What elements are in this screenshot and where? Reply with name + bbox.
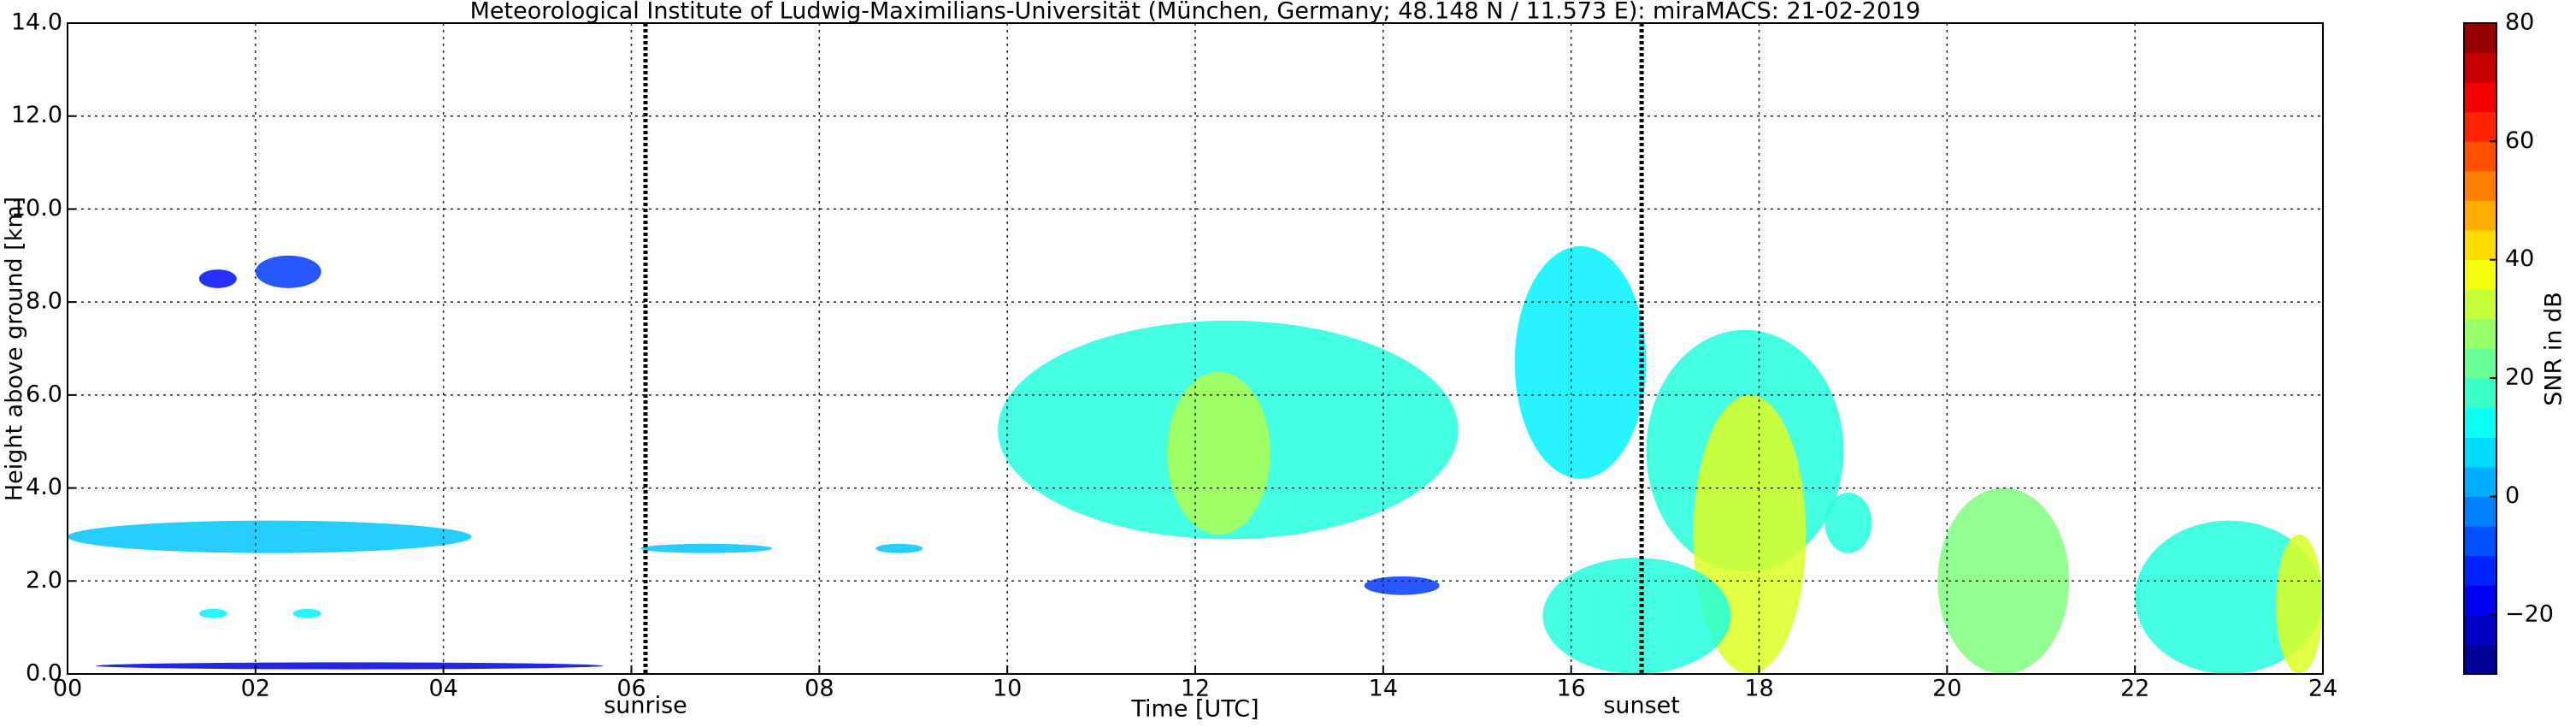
annotation-label: sunset [1603, 693, 1680, 719]
colorbar-segment [2464, 644, 2496, 675]
colorbar-tick-label: 20 [2505, 364, 2534, 391]
annotation-label: sunrise [604, 693, 687, 719]
colorbar-segment [2464, 348, 2496, 379]
chart-title: Meteorological Institute of Ludwig-Maxim… [470, 0, 1921, 25]
colorbar-segment [2464, 526, 2496, 557]
colorbar-segment [2464, 289, 2496, 320]
x-tick-label: 02 [241, 676, 270, 702]
echo [198, 269, 237, 288]
colorbar-segment [2464, 378, 2496, 409]
x-tick-label: 16 [1556, 676, 1585, 702]
y-tick-label: 14.0 [11, 9, 62, 36]
colorbar-label: SNR in dB [2541, 292, 2567, 406]
colorbar-segment [2464, 437, 2496, 468]
x-tick-label: 24 [2308, 676, 2337, 702]
colorbar-segment [2464, 466, 2496, 497]
y-tick-label: 8.0 [26, 288, 62, 315]
colorbar-segment [2464, 407, 2496, 438]
y-tick-label: 6.0 [26, 381, 62, 407]
colorbar-tick-label: 40 [2505, 245, 2534, 272]
colorbar-segment [2464, 496, 2496, 527]
colorbar-segment [2464, 170, 2496, 202]
colorbar-segment [2464, 23, 2496, 54]
echo [2135, 520, 2323, 674]
colorbar-tick-label: 80 [2505, 9, 2534, 36]
colorbar-segment [2464, 555, 2496, 586]
echo [255, 255, 321, 288]
colorbar-segment [2464, 141, 2496, 172]
echo [1364, 576, 1440, 595]
x-tick-label: 08 [805, 676, 834, 702]
echo [292, 608, 321, 618]
x-tick-label: 12 [1181, 676, 1210, 702]
echo [875, 543, 923, 553]
plot-frame [67, 22, 2324, 675]
x-tick-label: 06 [616, 676, 645, 702]
echo [1824, 493, 1872, 553]
echo [1542, 558, 1731, 674]
colorbar-tick-label: −20 [2505, 600, 2554, 627]
colorbar-segment [2464, 614, 2496, 645]
echo [68, 520, 472, 553]
echo [1514, 245, 1647, 479]
x-tick-label: 18 [1744, 676, 1773, 702]
x-axis-label: Time [UTC] [1130, 696, 1259, 723]
x-tick-label: 20 [1932, 676, 1961, 702]
echo [1167, 371, 1270, 535]
echo [95, 662, 604, 670]
colorbar-segment [2464, 82, 2496, 113]
echo [198, 608, 227, 618]
x-tick-label: 14 [1369, 676, 1398, 702]
x-tick-label: 22 [2120, 676, 2149, 702]
colorbar-frame [2463, 22, 2497, 675]
y-tick-label: 2.0 [26, 567, 62, 594]
y-tick-label: 4.0 [26, 474, 62, 500]
y-axis-label: Height above ground [km] [2, 197, 28, 501]
colorbar-segment [2464, 200, 2496, 231]
x-tick-label: 00 [53, 676, 82, 702]
x-tick-label: 10 [993, 676, 1022, 702]
colorbar-segment [2464, 318, 2496, 349]
y-tick-label: 12.0 [11, 102, 62, 128]
colorbar-segment [2464, 52, 2496, 83]
echo [640, 543, 773, 553]
colorbar-tick-label: 0 [2505, 482, 2520, 509]
colorbar-segment [2464, 585, 2496, 616]
colorbar-segment [2464, 259, 2496, 290]
y-tick-label: 0.0 [26, 660, 62, 687]
echo [2276, 534, 2323, 674]
colorbar-tick-label: 60 [2505, 127, 2534, 154]
x-tick-label: 04 [428, 676, 457, 702]
y-tick-label: 10.0 [11, 195, 62, 222]
colorbar-segment [2464, 230, 2496, 261]
colorbar-segment [2464, 111, 2496, 142]
